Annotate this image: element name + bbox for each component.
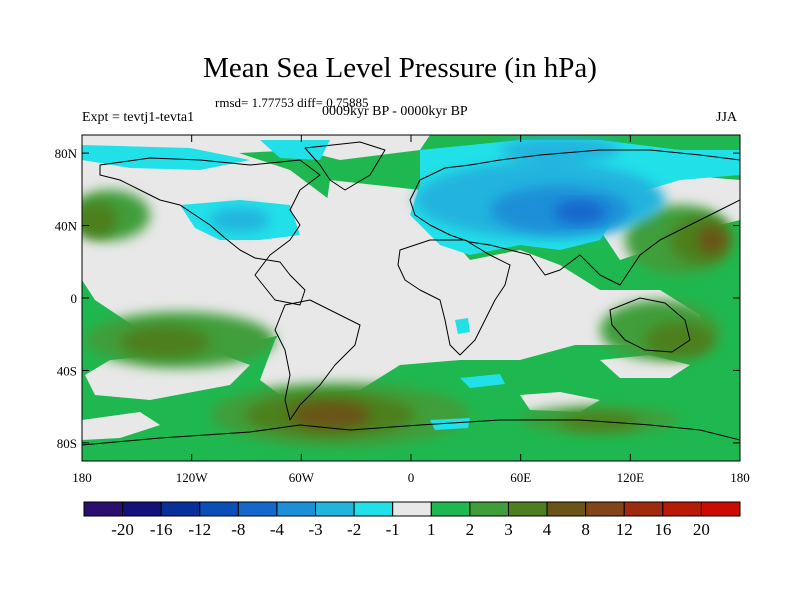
- colorbar-swatch: [430, 501, 471, 517]
- colorbar-swatch: [392, 501, 432, 517]
- pos4-antarctic-east: [560, 413, 640, 431]
- colorbar-swatch: [160, 501, 201, 517]
- colorbar: -20 -16 -12 -8 -4 -3 -2 -1 1 2 3 4 8 12 16 20: [83, 501, 741, 539]
- lon-tick-label: 60W: [289, 470, 315, 485]
- lon-tick-label: 120W: [176, 470, 209, 485]
- lat-tick-label: 0: [71, 291, 78, 306]
- coastlines: [82, 141, 740, 446]
- coast-north-america: [99, 157, 321, 306]
- neutral-arctic: [82, 135, 430, 165]
- colorbar-label: 3: [504, 520, 513, 539]
- lon-tick-label: 120E: [617, 470, 645, 485]
- period-label: 0009kyr BP - 0000kyr BP: [322, 104, 468, 119]
- colorbar-label: 2: [466, 520, 475, 539]
- pos4-south-pacific: [120, 326, 210, 358]
- season-label: JJA: [716, 110, 738, 125]
- colorbar-label: -20: [111, 520, 134, 539]
- coast-australia: [609, 297, 691, 353]
- neg1-greenland: [260, 140, 330, 160]
- neutral-patch-sw: [82, 412, 160, 440]
- colorbar-swatch: [353, 501, 394, 517]
- pos4-australia: [645, 322, 715, 358]
- lon-tick-label: 180: [72, 470, 92, 485]
- experiment-label: Expt = tevtj1-tevta1: [82, 110, 195, 125]
- lat-tick-label: 40S: [57, 363, 77, 378]
- lat-tick-label: 40N: [55, 219, 78, 234]
- neg1-arctic-strip: [82, 145, 250, 170]
- neg2-north-america: [210, 208, 270, 232]
- lon-tick-label: 0: [408, 470, 415, 485]
- colorbar-label: -16: [150, 520, 173, 539]
- pressure-field: [82, 135, 740, 461]
- colorbar-label: -1: [386, 520, 400, 539]
- colorbar-swatch: [122, 501, 162, 517]
- neg1-southern: [460, 374, 505, 388]
- colorbar-swatch: [546, 501, 587, 517]
- neutral-regions: [82, 135, 740, 440]
- neg1-africa-south: [455, 318, 470, 334]
- colorbar-swatch: [469, 501, 509, 517]
- lon-tick-label: 180: [730, 470, 750, 485]
- neg1-antarctic: [430, 418, 470, 430]
- coast-europe-asia: [409, 149, 740, 286]
- colorbar-label: 8: [581, 520, 590, 539]
- neg4-eurasia: [554, 200, 606, 224]
- pos8-regions: [290, 226, 726, 429]
- colorbar-label: 20: [693, 520, 710, 539]
- rmsd-diff-label: rmsd= 1.77753 diff= 0.75885: [215, 95, 369, 110]
- pos8-west-pacific: [698, 226, 726, 254]
- colorbar-swatch: [507, 501, 548, 517]
- colorbar-label: 1: [427, 520, 436, 539]
- coast-antarctica: [82, 419, 740, 446]
- colorbar-swatch: [623, 501, 664, 517]
- lat-tick-label: 80N: [55, 146, 78, 161]
- coast-south-america: [274, 299, 361, 421]
- colorbar-swatch: [276, 501, 317, 517]
- colorbar-swatch: [700, 501, 741, 517]
- colorbar-swatch: [237, 501, 278, 517]
- colorbar-label: -3: [308, 520, 322, 539]
- pos8-south-atlantic: [290, 401, 370, 429]
- latitude-axis: 80N 40N 0 40S 80S: [55, 146, 740, 451]
- colorbar-swatch: [662, 501, 702, 517]
- coast-greenland: [304, 141, 386, 191]
- neutral-patch-south: [600, 355, 690, 378]
- longitude-axis: 180 120W 60W 0 60E 120E 180: [72, 135, 750, 485]
- colorbar-label: -4: [270, 520, 285, 539]
- map-title: Mean Sea Level Pressure (in hPa): [203, 52, 597, 84]
- colorbar-label: 16: [654, 520, 671, 539]
- neg4-regions: [554, 200, 606, 224]
- colorbar-swatch: [199, 501, 239, 517]
- colorbar-swatch: [83, 501, 124, 517]
- colorbar-label: -12: [188, 520, 211, 539]
- colorbar-label: -8: [231, 520, 245, 539]
- coast-africa: [397, 239, 511, 356]
- colorbar-label: 4: [543, 520, 552, 539]
- pos4-north-pacific: [82, 202, 118, 238]
- colorbar-label: -2: [347, 520, 361, 539]
- neutral-atlantic-africa: [260, 180, 705, 395]
- colorbar-swatch: [315, 501, 355, 517]
- lon-tick-label: 60E: [510, 470, 531, 485]
- colorbar-swatch: [585, 501, 625, 517]
- colorbar-label: 12: [616, 520, 633, 539]
- lat-tick-label: 80S: [57, 436, 77, 451]
